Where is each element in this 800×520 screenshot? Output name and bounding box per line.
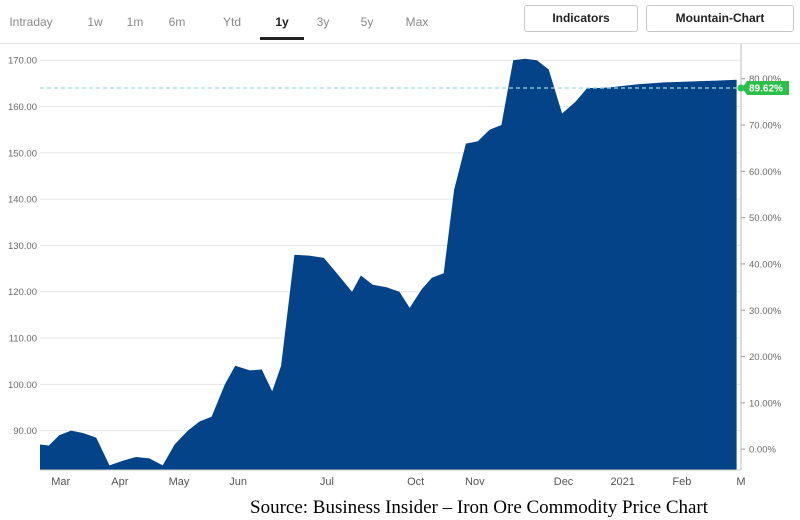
y2-tick-label: 20.00% (749, 352, 782, 363)
y-tick-label: 90.00 (13, 426, 37, 437)
y-tick-label: 130.00 (8, 241, 37, 252)
current-value-dot (737, 84, 745, 92)
y-tick-label: 160.00 (8, 102, 37, 113)
chart-type-button[interactable]: Mountain-Chart (646, 5, 794, 32)
y2-tick-label: 50.00% (749, 213, 782, 224)
tab-1w[interactable]: 1w (87, 15, 103, 29)
y-tick-label: 150.00 (8, 148, 37, 159)
left-axis: 90.00 100.00 110.00 120.00 130.00 140.00 150.0… (8, 56, 37, 437)
x-tick-label: Jun (229, 476, 247, 488)
x-axis: Mar Apr May Jun Jul Oct Nov Dec 2021 Feb M (40, 469, 746, 488)
x-tick-label: M (736, 476, 745, 488)
y-tick-label: 110.00 (9, 334, 37, 345)
price-chart: 90.00 100.00 110.00 120.00 130.00 140.00 150.0… (8, 44, 789, 488)
y2-tick-label: 10.00% (749, 398, 782, 409)
x-tick-label: Nov (465, 476, 485, 488)
price-area (40, 58, 737, 471)
x-tick-label: Dec (554, 476, 574, 488)
y2-tick-label: 60.00% (749, 167, 782, 178)
x-tick-label: Apr (111, 476, 128, 488)
y-tick-label: 140.00 (8, 195, 37, 206)
x-tick-label: 2021 (610, 476, 634, 488)
y2-tick-label: 40.00% (749, 259, 782, 270)
y2-tick-label: 70.00% (749, 121, 782, 132)
tab-ytd[interactable]: Ytd (222, 15, 241, 29)
y2-tick-label: 80.00% (749, 74, 782, 85)
y-tick-label: 170.00 (8, 56, 37, 67)
tab-5y[interactable]: 5y (360, 15, 374, 29)
header-divider (0, 43, 800, 44)
source-caption: Source: Business Insider – Iron Ore Comm… (250, 497, 709, 518)
current-value-label: 89.62% (749, 83, 783, 94)
tab-6m[interactable]: 6m (168, 15, 186, 29)
x-tick-label: May (169, 476, 190, 488)
tab-3y[interactable]: 3y (316, 15, 330, 29)
y-tick-label: 100.00 (8, 380, 37, 391)
tab-max[interactable]: Max (405, 15, 429, 29)
tab-1y[interactable]: 1y (260, 0, 304, 40)
x-tick-label: Oct (407, 476, 424, 488)
tab-intraday[interactable]: Intraday (9, 15, 53, 29)
current-value-badge: 89.62% (737, 80, 789, 95)
x-tick-label: Mar (51, 476, 70, 488)
y2-tick-label: 0.00% (749, 445, 776, 456)
y-tick-label: 120.00 (8, 287, 37, 298)
badge-shape (742, 80, 789, 95)
tab-1m[interactable]: 1m (126, 15, 144, 29)
range-tabs: Intraday 1w 1m 6m Ytd 1y 3y 5y Max (0, 0, 520, 40)
x-tick-label: Jul (320, 476, 334, 488)
x-tick-label: Feb (672, 476, 691, 488)
right-axis: 0.00% 10.00% 20.00% 30.00% 40.00% 50.00% 60.00… (740, 44, 782, 470)
y2-tick-label: 30.00% (749, 306, 782, 317)
indicators-button[interactable]: Indicators (524, 5, 638, 32)
